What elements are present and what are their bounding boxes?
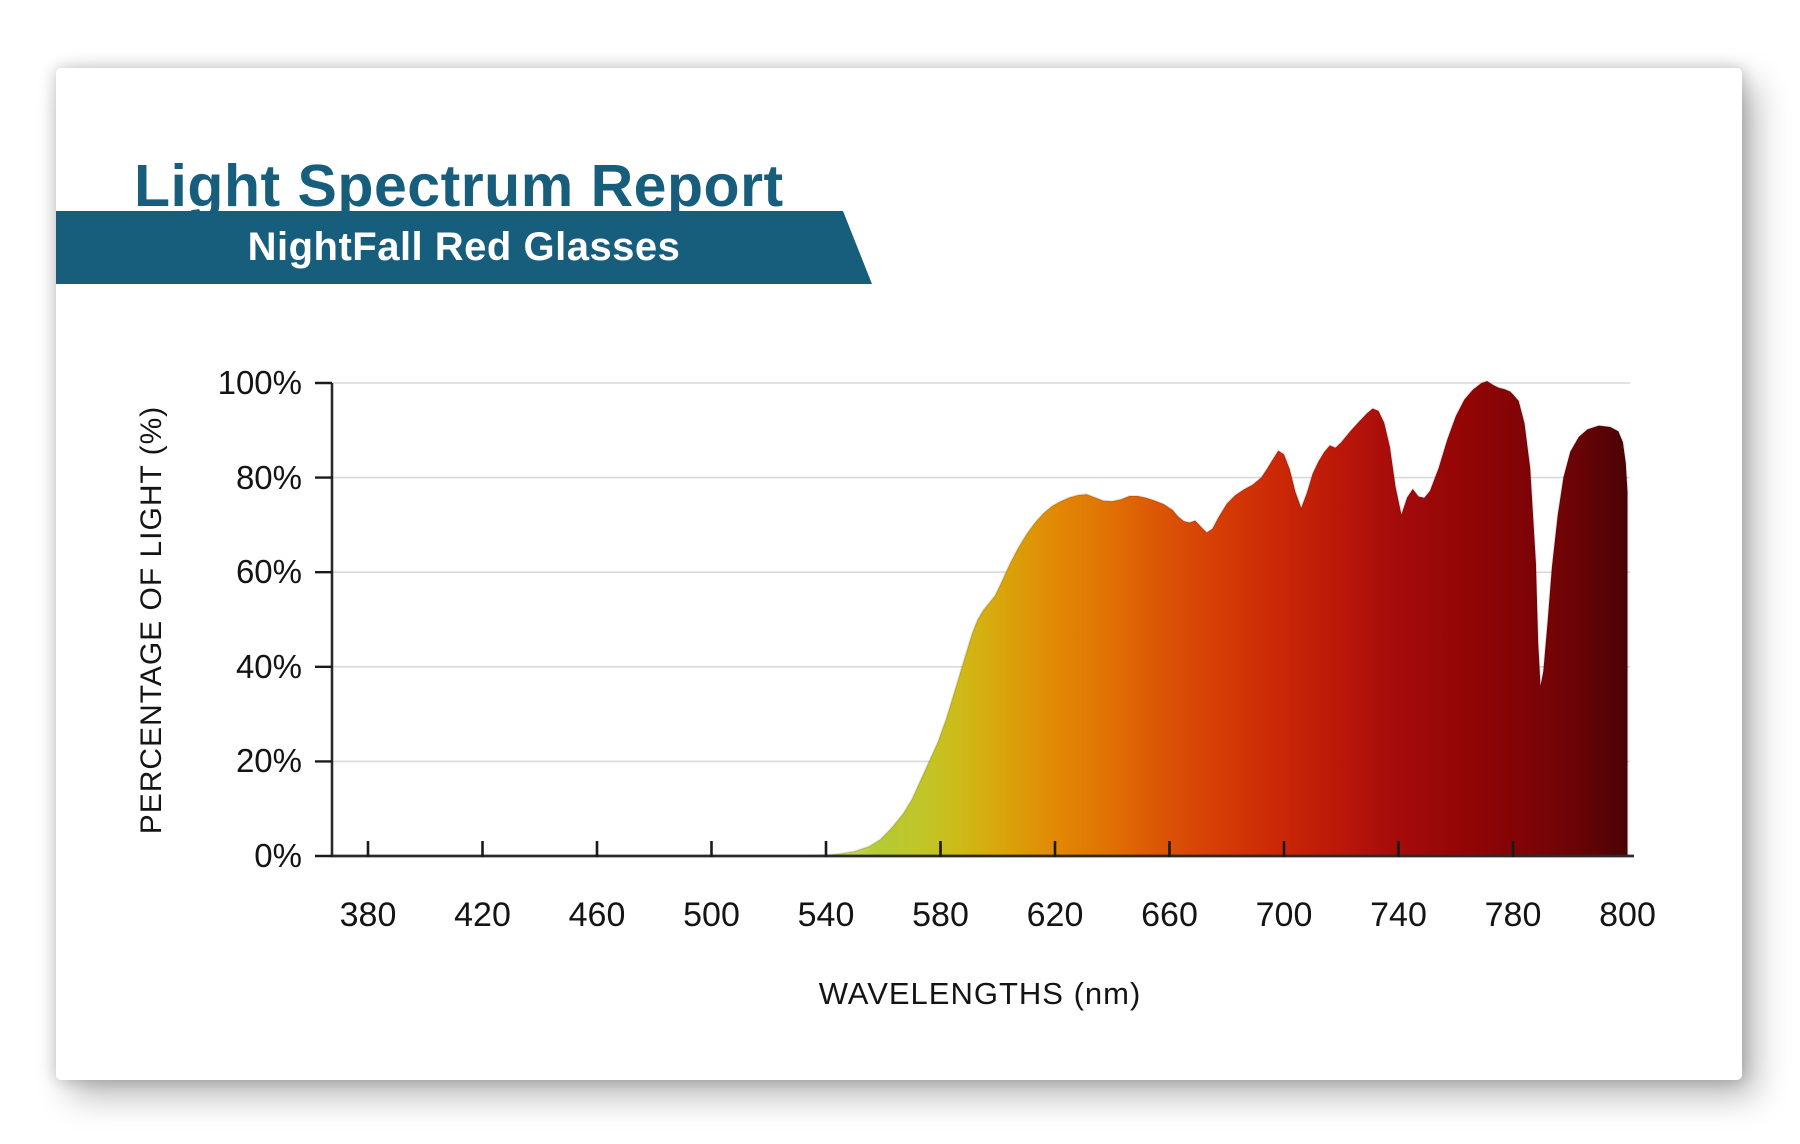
page-title: Light Spectrum Report (134, 152, 784, 219)
x-tick-label: 420 (454, 896, 511, 934)
x-tick-label: 660 (1141, 896, 1198, 934)
light-spectrum-chart: 100% 80% 60% 40% 20% 0% 380 420 460 500 540 580 620 6… (56, 68, 1740, 1078)
y-tick-label: 100% (217, 364, 302, 401)
y-axis-title: PERCENTAGE OF LIGHT (%) (135, 405, 168, 835)
chart-svg (315, 379, 1634, 858)
product-banner: NightFall Red Glasses (56, 211, 872, 284)
y-tick-label: 80% (235, 458, 302, 496)
y-tick-label: 0% (254, 837, 302, 874)
x-tick-label: 540 (797, 896, 855, 934)
area-series (811, 379, 1629, 857)
x-tick-label: 460 (568, 896, 626, 934)
product-banner-label: NightFall Red Glasses (247, 225, 681, 269)
x-tick-label: 380 (339, 896, 397, 934)
x-tick-label: 500 (683, 896, 740, 934)
x-tick-label: 780 (1484, 896, 1542, 934)
y-tick-label: 20% (235, 742, 302, 780)
y-tick-label: 60% (235, 553, 302, 591)
x-tick-label: 800 (1599, 896, 1656, 934)
x-tick-label: 580 (912, 896, 969, 934)
x-tick-label: 700 (1255, 896, 1313, 934)
y-tick-label: 40% (235, 647, 302, 685)
report-card: Light Spectrum Report NightFall Red Glas… (56, 68, 1742, 1080)
x-tick-label: 620 (1026, 896, 1084, 934)
x-tick-label: 740 (1370, 896, 1427, 934)
x-axis-title: WAVELENGTHS (nm) (818, 976, 1142, 1011)
